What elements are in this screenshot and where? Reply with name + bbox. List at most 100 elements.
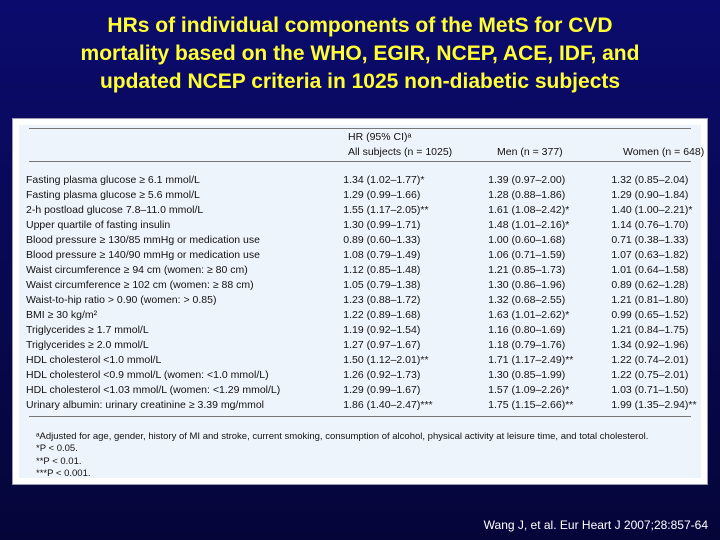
hr-cell: 1.16 (0.80–1.69) [488, 324, 566, 336]
table-row: Waist circumference ≥ 94 cm (women: ≥ 80… [26, 263, 701, 278]
row-label: Triglycerides ≥ 1.7 mmol/L [26, 324, 149, 336]
hr-cell: 1.12 (0.85–1.48) [343, 264, 421, 276]
title-line-3: updated NCEP criteria in 1025 non-diabet… [99, 70, 621, 93]
table-row: Fasting plasma glucose ≥ 5.6 mmol/L 1.29 … [26, 188, 701, 203]
row-label: Fasting plasma glucose ≥ 6.1 mmol/L [26, 174, 200, 186]
row-label: HDL cholesterol <1.0 mmol/L [26, 354, 162, 366]
hr-cell: 1.99 (1.35–2.94)** [611, 399, 697, 411]
footnote-p05: *P < 0.05. [36, 443, 78, 455]
row-label: BMI ≥ 30 kg/m² [26, 309, 98, 321]
table-top-rule [29, 128, 691, 129]
hr-cell: 1.39 (0.97–2.00) [488, 174, 566, 186]
hr-cell: 1.71 (1.17–2.49)** [488, 354, 574, 366]
hr-table: Fasting plasma glucose ≥ 6.1 mmol/L 1.34 … [26, 173, 701, 413]
hr-cell: 1.18 (0.79–1.76) [488, 339, 566, 351]
hr-cell: 1.27 (0.97–1.67) [343, 339, 421, 351]
hr-cell: 1.30 (0.85–1.99) [488, 369, 566, 381]
row-label: Urinary albumin: urinary creatinine ≥ 3.… [26, 399, 265, 411]
hr-cell: 1.61 (1.08–2.42)* [488, 204, 570, 216]
footnote-p001: ***P < 0.001. [36, 467, 91, 479]
table-row: BMI ≥ 30 kg/m² 1.22 (0.89–1.68) 1.63 (1.01… [26, 308, 701, 323]
hr-cell: 1.03 (0.71–1.50) [611, 384, 689, 396]
table-row: HDL cholesterol <1.03 mmol/L (women: <1.… [26, 383, 701, 398]
title-line-1: HRs of individual components of the MetS… [107, 14, 613, 37]
header-group-label: HR (95% CI)ᵃ [348, 131, 412, 143]
hr-cell: 0.89 (0.62–1.28) [611, 279, 689, 291]
hr-cell: 1.34 (1.02–1.77)* [343, 174, 425, 186]
slide-title: HRs of individual components of the MetS… [0, 12, 720, 96]
column-header-men: Men (n = 377) [497, 146, 563, 158]
table-frame: HR (95% CI)ᵃ All subjects (n = 1025) Men… [19, 125, 705, 480]
hr-cell: 1.30 (0.86–1.96) [488, 279, 566, 291]
hr-cell: 1.34 (0.92–1.96) [611, 339, 689, 351]
row-label: 2-h postload glucose 7.8–11.0 mmol/L [26, 204, 204, 216]
hr-cell: 1.28 (0.88–1.86) [488, 189, 566, 201]
hr-cell: 1.07 (0.63–1.82) [611, 249, 689, 261]
hr-cell: 1.55 (1.17–2.05)** [343, 204, 429, 216]
hr-cell: 1.08 (0.79–1.49) [343, 249, 421, 261]
table-row: Blood pressure ≥ 140/90 mmHg or medicati… [26, 248, 701, 263]
row-label: Triglycerides ≥ 2.0 mmol/L [26, 339, 149, 351]
hr-cell: 1.32 (0.85–2.04) [611, 174, 689, 186]
hr-cell: 1.21 (0.81–1.80) [611, 294, 689, 306]
table-row: Blood pressure ≥ 130/85 mmHg or medicati… [26, 233, 701, 248]
table-row: Upper quartile of fasting insulin 1.30 (0… [26, 218, 701, 233]
hr-cell: 1.75 (1.15–2.66)** [488, 399, 574, 411]
row-label: Blood pressure ≥ 130/85 mmHg or medicati… [26, 234, 260, 246]
row-label: Upper quartile of fasting insulin [26, 219, 171, 231]
hr-cell: 1.00 (0.60–1.68) [488, 234, 566, 246]
hr-cell: 1.19 (0.92–1.54) [343, 324, 421, 336]
hr-cell: 1.22 (0.74–2.01) [611, 354, 689, 366]
hr-cell: 1.32 (0.68–2.55) [488, 294, 566, 306]
hr-cell: 1.21 (0.84–1.75) [611, 324, 689, 336]
table-row: 2-h postload glucose 7.8–11.0 mmol/L 1.55… [26, 203, 701, 218]
hr-cell: 1.29 (0.99–1.66) [343, 189, 421, 201]
hr-cell: 1.05 (0.79–1.38) [343, 279, 421, 291]
hr-cell: 1.63 (1.01–2.62)* [488, 309, 570, 321]
table-row: HDL cholesterol <0.9 mmol/L (women: <1.0… [26, 368, 701, 383]
row-label: Waist circumference ≥ 94 cm (women: ≥ 80… [26, 264, 248, 276]
table-row: Urinary albumin: urinary creatinine ≥ 3.… [26, 398, 701, 413]
row-label: HDL cholesterol <0.9 mmol/L (women: <1.0… [26, 369, 269, 381]
hr-cell: 1.01 (0.64–1.58) [611, 264, 689, 276]
row-label: Waist circumference ≥ 102 cm (women: ≥ 8… [26, 279, 254, 291]
hr-cell: 1.29 (0.90–1.84) [611, 189, 689, 201]
footnotes: ᵃAdjusted for age, gender, history of MI… [36, 431, 648, 480]
hr-cell: 0.89 (0.60–1.33) [343, 234, 421, 246]
hr-cell: 1.23 (0.88–1.72) [343, 294, 421, 306]
table-row: Fasting plasma glucose ≥ 6.1 mmol/L 1.34 … [26, 173, 701, 188]
hr-cell: 1.57 (1.09–2.26)* [488, 384, 570, 396]
hr-cell: 1.14 (0.76–1.70) [611, 219, 689, 231]
hr-cell: 1.50 (1.12–2.01)** [343, 354, 429, 366]
table-row: Waist circumference ≥ 102 cm (women: ≥ 8… [26, 278, 701, 293]
hr-cell: 1.22 (0.75–2.01) [611, 369, 689, 381]
hr-cell: 1.40 (1.00–2.21)* [611, 204, 693, 216]
table-row: Waist-to-hip ratio > 0.90 (women: > 0.85… [26, 293, 701, 308]
citation: Wang J, et al. Eur Heart J 2007;28:857-6… [483, 518, 708, 532]
hr-cell: 0.99 (0.65–1.52) [611, 309, 689, 321]
table-row: Triglycerides ≥ 1.7 mmol/L 1.19 (0.92–1.5… [26, 323, 701, 338]
row-label: Waist-to-hip ratio > 0.90 (women: > 0.85… [26, 294, 217, 306]
footnote-p01: **P < 0.01. [36, 455, 82, 467]
column-header-all: All subjects (n = 1025) [348, 146, 453, 158]
hr-cell: 1.06 (0.71–1.59) [488, 249, 566, 261]
hr-cell: 1.26 (0.92–1.73) [343, 369, 421, 381]
hr-cell: 1.22 (0.89–1.68) [343, 309, 421, 321]
footnote-adjusted: ᵃAdjusted for age, gender, history of MI… [36, 431, 649, 442]
column-header-women: Women (n = 648) [623, 146, 705, 158]
header-rule [29, 161, 691, 162]
row-label: Fasting plasma glucose ≥ 5.6 mmol/L [26, 189, 200, 201]
table-row: HDL cholesterol <1.0 mmol/L 1.50 (1.12–2.… [26, 353, 701, 368]
hr-cell: 1.21 (0.85–1.73) [488, 264, 566, 276]
hr-cell: 1.48 (1.01–2.16)* [488, 219, 570, 231]
hr-cell: 1.86 (1.40–2.47)*** [343, 399, 433, 411]
row-label: HDL cholesterol <1.03 mmol/L (women: <1.… [26, 384, 281, 396]
hr-cell: 1.29 (0.99–1.67) [343, 384, 421, 396]
hr-cell: 0.71 (0.38–1.33) [611, 234, 689, 246]
hr-cell: 1.30 (0.99–1.71) [343, 219, 421, 231]
table-bottom-rule [29, 416, 691, 417]
table-row: Triglycerides ≥ 2.0 mmol/L 1.27 (0.97–1.6… [26, 338, 701, 353]
row-label: Blood pressure ≥ 140/90 mmHg or medicati… [26, 249, 260, 261]
table-image-panel: HR (95% CI)ᵃ All subjects (n = 1025) Men… [12, 118, 708, 485]
title-line-2: mortality based on the WHO, EGIR, NCEP, … [80, 42, 640, 65]
